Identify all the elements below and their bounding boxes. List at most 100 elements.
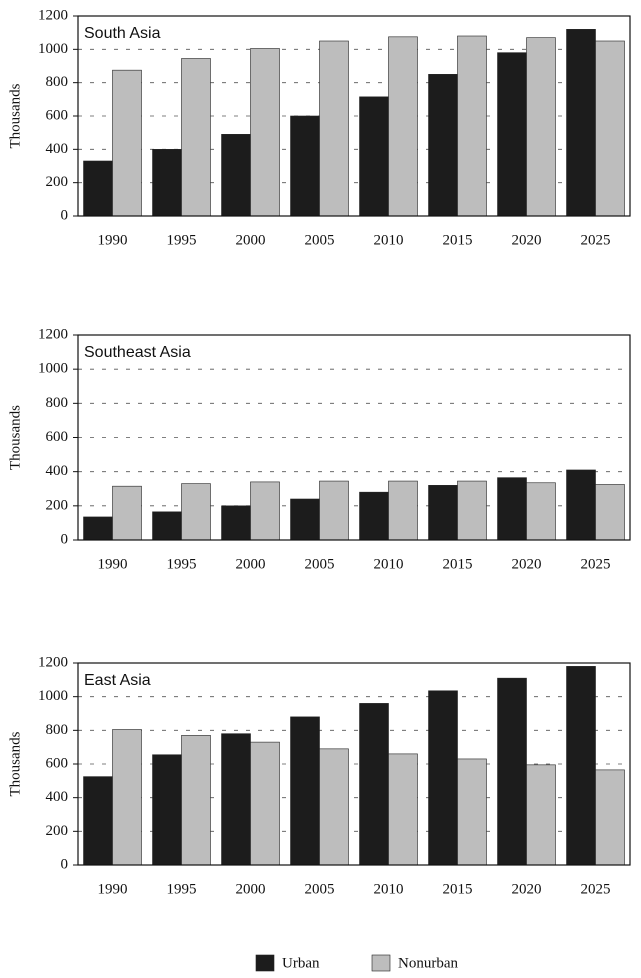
- bar: [457, 758, 487, 866]
- y-tick-label: 1000: [38, 41, 68, 57]
- bar: [359, 491, 389, 541]
- bar: [566, 29, 596, 217]
- title-box: [80, 667, 169, 695]
- plot-frame: [77, 662, 631, 866]
- bar: [290, 115, 320, 217]
- x-tick-label: 2020: [512, 232, 542, 248]
- y-tick-label: 600: [46, 107, 69, 123]
- x-tick-label: 2015: [443, 232, 473, 248]
- x-tick-label: 2010: [374, 232, 404, 248]
- y-tick-label: 800: [46, 74, 69, 90]
- x-tick-label: 2000: [236, 232, 266, 248]
- x-tick-label: 2000: [236, 556, 266, 572]
- title-box: [80, 339, 214, 367]
- y-tick-label: 0: [61, 207, 69, 223]
- y-tick-label: 1000: [38, 361, 68, 377]
- legend-swatch: [255, 954, 275, 972]
- x-tick-label: 1995: [167, 232, 197, 248]
- bar: [497, 677, 527, 866]
- bar: [221, 505, 251, 541]
- y-tick-label: 1000: [38, 688, 68, 704]
- bar-series: [83, 666, 596, 866]
- bar: [112, 729, 142, 866]
- x-tick-label: 2025: [581, 232, 611, 248]
- plot-frame: [77, 15, 631, 217]
- x-tick-label: 1990: [98, 881, 128, 897]
- bar: [595, 484, 625, 541]
- bar: [152, 754, 182, 866]
- x-tick-label: 2025: [581, 556, 611, 572]
- bar: [388, 480, 418, 541]
- x-tick-label: 2010: [374, 556, 404, 572]
- bar: [181, 58, 211, 217]
- y-tick-label: 1200: [38, 7, 68, 23]
- x-tick-label: 2005: [305, 232, 335, 248]
- bar-series: [112, 480, 625, 541]
- x-tick-label: 2010: [374, 881, 404, 897]
- x-tick-label: 1995: [167, 556, 197, 572]
- bar: [566, 469, 596, 541]
- plot-frame: [77, 334, 631, 541]
- bar: [428, 485, 458, 541]
- bar: [359, 96, 389, 217]
- x-tick-label: 2000: [236, 881, 266, 897]
- bar: [181, 735, 211, 866]
- y-tick-label: 200: [46, 174, 69, 190]
- y-tick-label: 600: [46, 429, 69, 445]
- y-axis-label: Thousands: [7, 83, 23, 148]
- bar: [152, 511, 182, 541]
- title-box: [80, 20, 178, 48]
- bar: [290, 498, 320, 541]
- y-tick-label: 1200: [38, 654, 68, 670]
- bar: [566, 666, 596, 866]
- y-tick-label: 600: [46, 755, 69, 771]
- y-tick-label: 200: [46, 823, 69, 839]
- y-axis-label: Thousands: [7, 405, 23, 470]
- x-tick-label: 1990: [98, 556, 128, 572]
- bar: [359, 703, 389, 866]
- bar: [595, 769, 625, 866]
- bar: [290, 716, 320, 866]
- x-tick-label: 2020: [512, 556, 542, 572]
- bar: [112, 485, 142, 541]
- x-tick-label: 1995: [167, 881, 197, 897]
- bar: [497, 477, 527, 541]
- y-tick-label: 800: [46, 395, 69, 411]
- bar-series: [83, 29, 596, 217]
- bar: [526, 37, 556, 217]
- y-tick-label: 1200: [38, 326, 68, 342]
- bar: [428, 690, 458, 866]
- bar: [457, 480, 487, 541]
- bar: [250, 48, 280, 217]
- y-tick-label: 800: [46, 722, 69, 738]
- chart-title: South Asia: [84, 25, 161, 42]
- legend-label: Nonurban: [398, 955, 458, 971]
- bar: [181, 483, 211, 541]
- x-tick-label: 2015: [443, 556, 473, 572]
- bar: [388, 36, 418, 217]
- bar: [319, 40, 349, 217]
- y-tick-label: 0: [61, 856, 69, 872]
- chart-title: East Asia: [84, 672, 151, 689]
- bar: [595, 40, 625, 217]
- y-tick-label: 400: [46, 463, 69, 479]
- bar: [388, 753, 418, 866]
- legend-label: Urban: [282, 955, 320, 971]
- y-tick-label: 0: [61, 531, 69, 547]
- y-axis-label: Thousands: [7, 731, 23, 796]
- legend-swatch: [371, 954, 391, 972]
- bar: [428, 74, 458, 217]
- bar: [250, 741, 280, 866]
- bar: [112, 69, 142, 217]
- bar: [457, 35, 487, 217]
- x-tick-label: 2005: [305, 881, 335, 897]
- bar: [83, 516, 113, 541]
- x-tick-label: 2020: [512, 881, 542, 897]
- x-tick-label: 2025: [581, 881, 611, 897]
- y-tick-label: 200: [46, 497, 69, 513]
- chart-title: Southeast Asia: [84, 344, 191, 361]
- bar: [526, 764, 556, 866]
- x-tick-label: 2005: [305, 556, 335, 572]
- y-tick-label: 400: [46, 141, 69, 157]
